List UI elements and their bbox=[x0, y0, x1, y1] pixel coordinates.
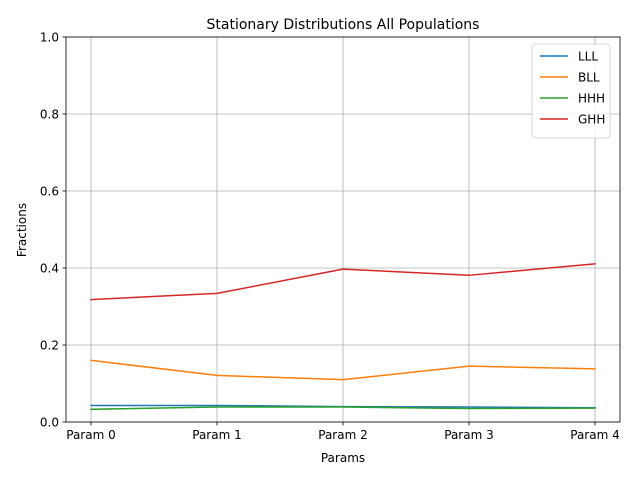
legend: LLL BLL HHH GHH bbox=[531, 43, 611, 139]
legend-label-ghh: GHH bbox=[578, 112, 605, 126]
x-tick-label: Param 3 bbox=[444, 428, 493, 442]
legend-label-bll: BLL bbox=[578, 70, 600, 84]
x-tick-label: Param 2 bbox=[318, 428, 367, 442]
legend-label-lll: LLL bbox=[578, 49, 598, 63]
series-line-ghh bbox=[90, 262, 596, 301]
x-tick-label: Param 4 bbox=[570, 428, 619, 442]
y-tick-label: 0.8 bbox=[40, 107, 59, 121]
legend-box bbox=[531, 43, 611, 139]
chart-title: Stationary Distributions All Populations bbox=[207, 17, 480, 33]
y-tick-label: 0.6 bbox=[40, 184, 59, 198]
y-axis-label: Fractions bbox=[15, 203, 29, 257]
series-line-bll bbox=[90, 359, 596, 381]
x-axis-label: Params bbox=[321, 451, 365, 465]
y-tick-label: 0.0 bbox=[40, 415, 59, 429]
y-tick-label: 0.2 bbox=[40, 338, 59, 352]
x-tick-label: Param 0 bbox=[66, 428, 115, 442]
y-tick-label: 1.0 bbox=[40, 30, 59, 44]
x-tick-label: Param 1 bbox=[192, 428, 241, 442]
series-line-hhh bbox=[90, 406, 596, 411]
legend-label-hhh: HHH bbox=[578, 91, 605, 105]
y-tick-label: 0.4 bbox=[40, 261, 59, 275]
